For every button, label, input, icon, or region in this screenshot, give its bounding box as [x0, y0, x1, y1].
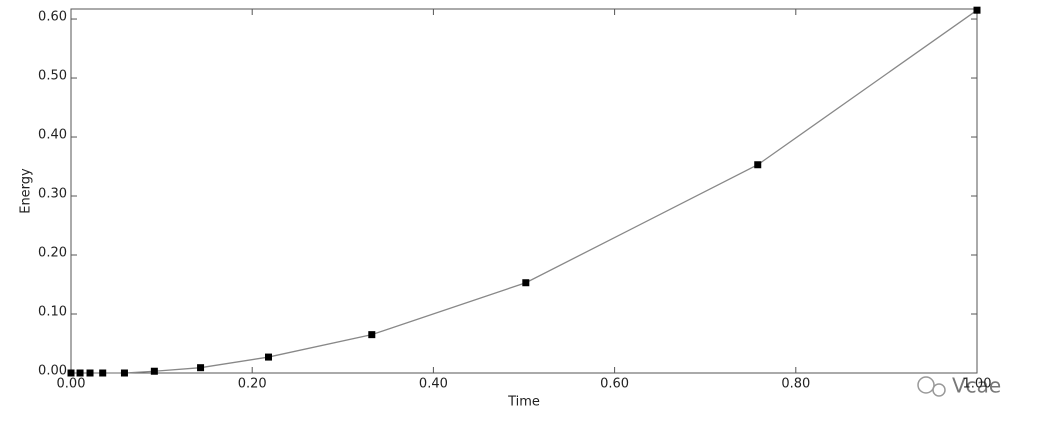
x-tick-label: 0.20 [238, 377, 267, 392]
data-point [368, 331, 376, 339]
x-tick-label: 0.00 [57, 377, 86, 392]
data-point [754, 161, 762, 169]
data-point [67, 369, 75, 377]
data-point [197, 364, 205, 372]
watermark: Vcae [917, 374, 1001, 398]
data-point [522, 279, 530, 287]
y-tick-label: 0.50 [38, 69, 67, 84]
x-tick-label: 0.40 [419, 377, 448, 392]
plot-frame [70, 8, 978, 374]
x-tick-label: 0.60 [600, 377, 629, 392]
watermark-text: Vcae [952, 374, 1001, 398]
y-axis-label: Energy [19, 168, 34, 214]
watermark-icon [917, 376, 935, 394]
x-tick-label: 0.80 [781, 377, 810, 392]
data-point [973, 6, 981, 14]
data-point [150, 367, 158, 375]
series-line [71, 9, 978, 374]
data-point [76, 369, 84, 377]
y-tick-label: 0.00 [38, 364, 67, 379]
data-point [86, 369, 94, 377]
y-tick-label: 0.20 [38, 246, 67, 261]
data-point [120, 369, 128, 377]
watermark-icon [932, 383, 946, 397]
y-tick-label: 0.40 [38, 128, 67, 143]
x-axis-label: Time [507, 395, 540, 410]
data-point [265, 353, 273, 361]
y-tick-label: 0.10 [38, 305, 67, 320]
y-tick-label: 0.60 [38, 10, 67, 25]
data-point [99, 369, 107, 377]
x-tick-label: 1.00 [963, 377, 992, 392]
y-tick-label: 0.30 [38, 187, 67, 202]
